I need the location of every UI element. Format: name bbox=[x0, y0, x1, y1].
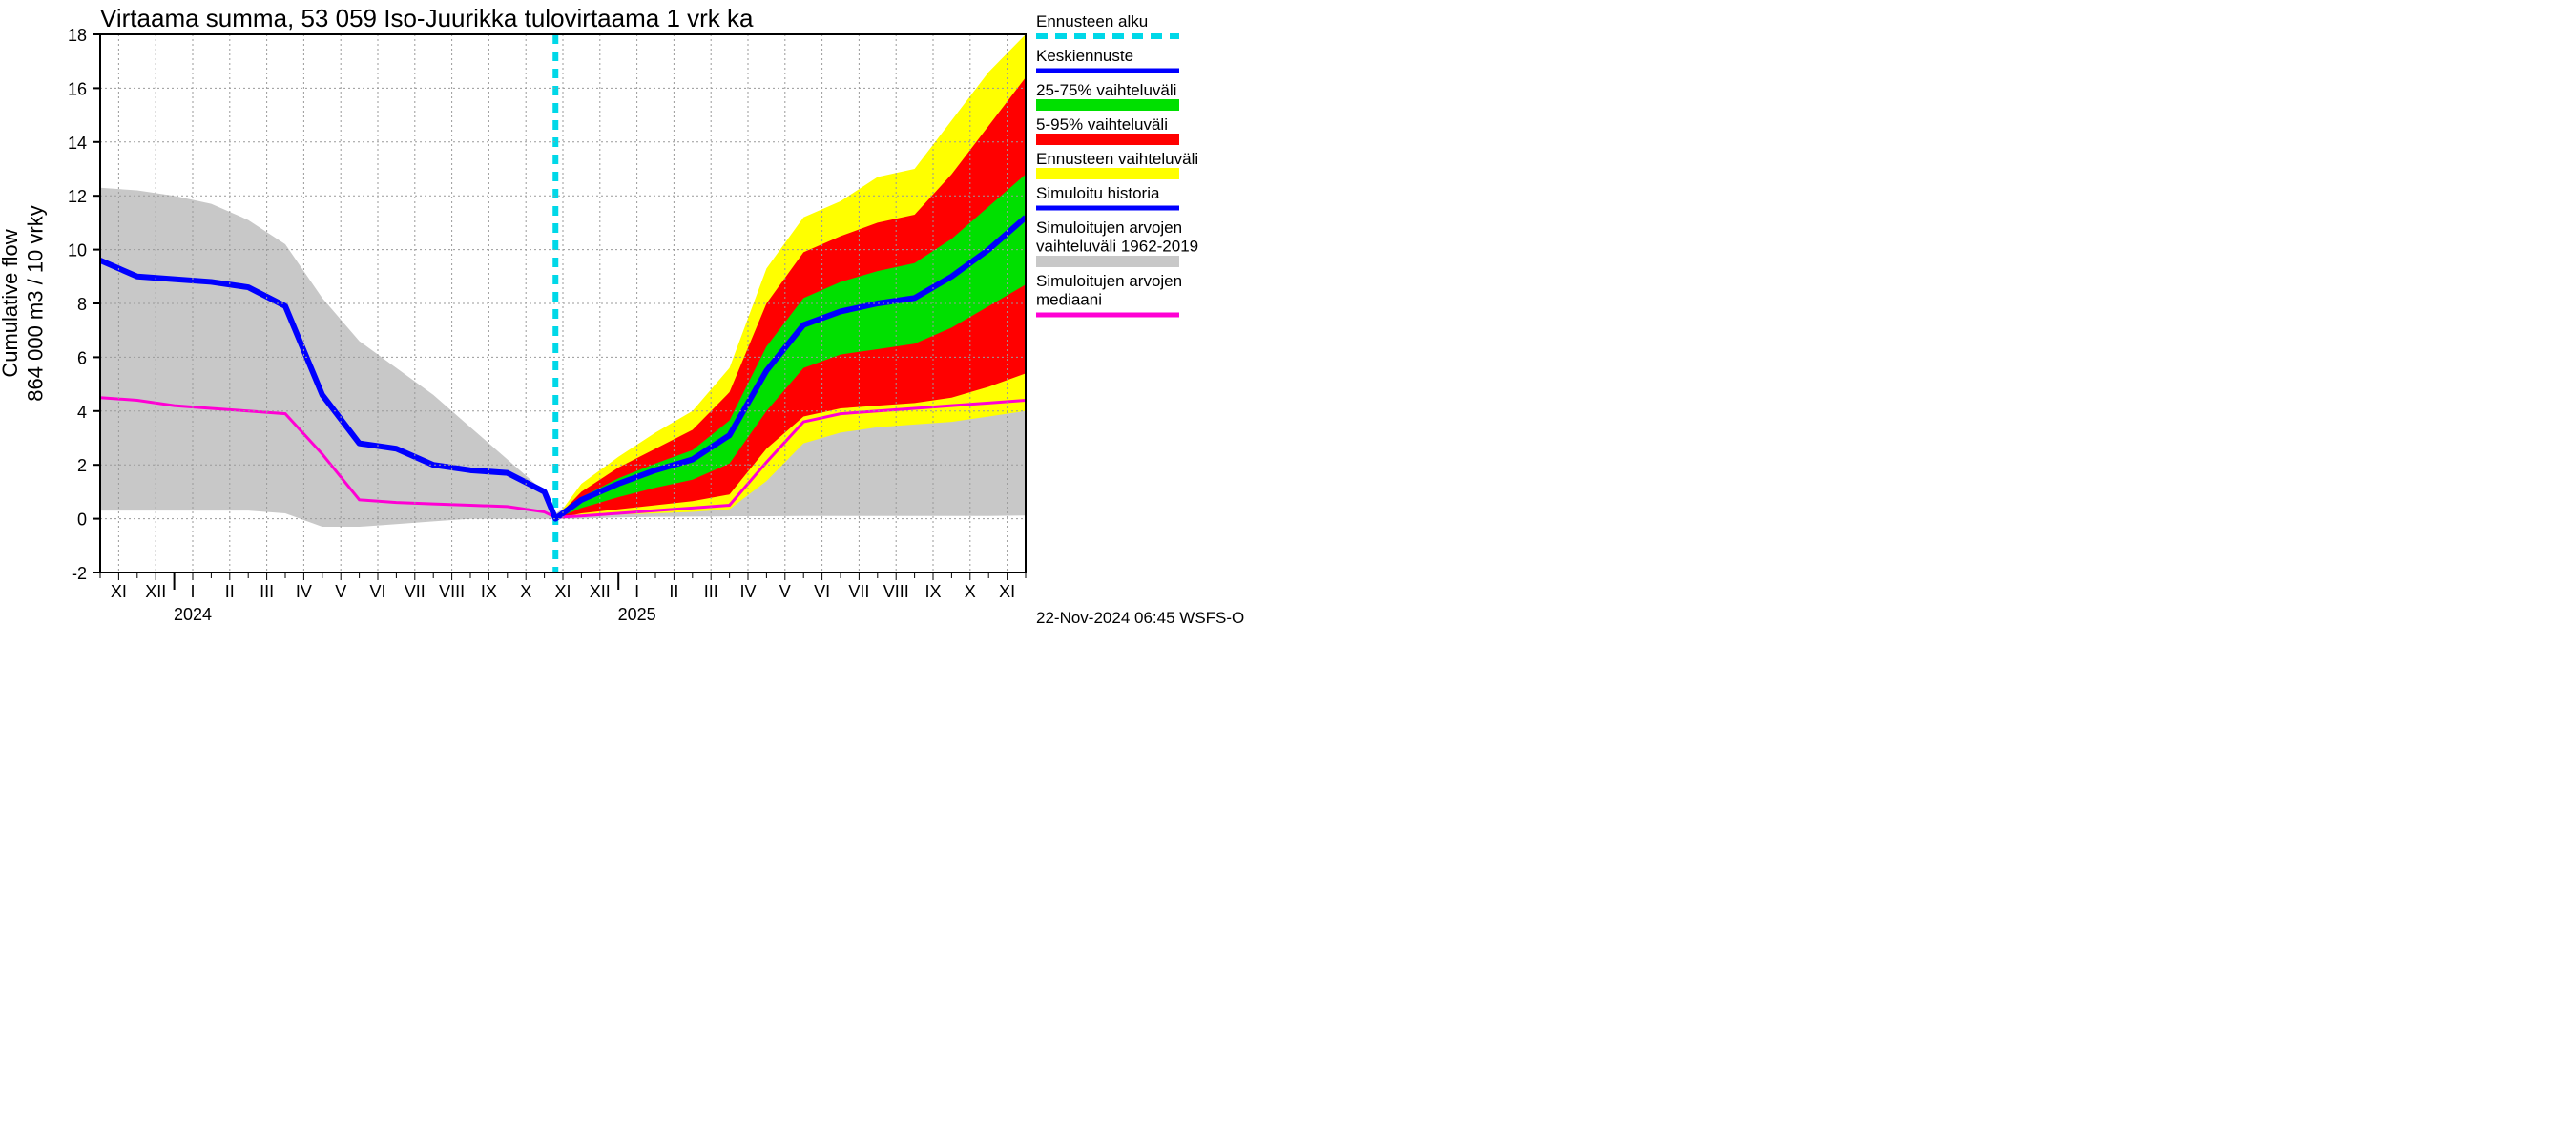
legend-label: 25-75% vaihteluväli bbox=[1036, 81, 1176, 99]
x-tick-label: IV bbox=[739, 582, 756, 601]
x-tick-label: VI bbox=[369, 582, 385, 601]
legend-label: 5-95% vaihteluväli bbox=[1036, 115, 1168, 134]
legend-item: Ennusteen vaihteluväli bbox=[1036, 150, 1198, 179]
x-tick-label: III bbox=[704, 582, 718, 601]
legend-label: Ennusteen vaihteluväli bbox=[1036, 150, 1198, 168]
y-tick-label: 16 bbox=[68, 79, 87, 98]
legend-label: Keskiennuste bbox=[1036, 47, 1133, 65]
y-axis-label: Cumulative flow864 000 m3 / 10 vrky bbox=[0, 205, 47, 401]
x-tick-label: IX bbox=[481, 582, 497, 601]
x-tick-label: VIII bbox=[883, 582, 909, 601]
x-tick-label: VI bbox=[814, 582, 830, 601]
chart-svg: -2024681012141618XIXIIIIIIIIIVVVIVIIVIII… bbox=[0, 0, 1431, 636]
footer-timestamp: 22-Nov-2024 06:45 WSFS-O bbox=[1036, 609, 1244, 627]
y-tick-label: 0 bbox=[77, 510, 87, 530]
x-tick-label: VII bbox=[405, 582, 426, 601]
x-tick-label: XII bbox=[145, 582, 166, 601]
x-tick-label: X bbox=[965, 582, 976, 601]
year-label: 2025 bbox=[618, 605, 656, 624]
x-tick-label: IX bbox=[924, 582, 941, 601]
x-tick-label: II bbox=[225, 582, 235, 601]
x-tick-label: XI bbox=[999, 582, 1015, 601]
y-tick-label: 2 bbox=[77, 456, 87, 475]
legend-item: 25-75% vaihteluväli bbox=[1036, 81, 1179, 111]
chart-title: Virtaama summa, 53 059 Iso-Juurikka tulo… bbox=[100, 4, 754, 32]
x-tick-label: V bbox=[335, 582, 346, 601]
year-label: 2024 bbox=[174, 605, 212, 624]
x-tick-label: XI bbox=[554, 582, 571, 601]
y-tick-label: 10 bbox=[68, 241, 87, 260]
x-tick-label: VII bbox=[848, 582, 869, 601]
legend-label: Simuloitujen arvojenvaihteluväli 1962-20… bbox=[1036, 219, 1198, 256]
x-tick-label: V bbox=[779, 582, 791, 601]
legend-item: Simuloitujen arvojenvaihteluväli 1962-20… bbox=[1036, 219, 1198, 267]
y-tick-label: -2 bbox=[72, 564, 87, 583]
x-tick-label: X bbox=[520, 582, 531, 601]
x-tick-label: I bbox=[190, 582, 195, 601]
y-tick-label: 4 bbox=[77, 403, 87, 422]
y-tick-label: 6 bbox=[77, 348, 87, 367]
x-tick-label: XI bbox=[111, 582, 127, 601]
legend-item: 5-95% vaihteluväli bbox=[1036, 115, 1179, 145]
x-tick-label: II bbox=[669, 582, 678, 601]
y-tick-label: 8 bbox=[77, 295, 87, 314]
x-tick-label: VIII bbox=[439, 582, 465, 601]
x-tick-label: III bbox=[260, 582, 274, 601]
y-tick-label: 14 bbox=[68, 134, 87, 153]
chart-container: -2024681012141618XIXIIIIIIIIIVVVIVIIVIII… bbox=[0, 0, 1431, 636]
y-tick-label: 18 bbox=[68, 26, 87, 45]
y-tick-label: 12 bbox=[68, 187, 87, 206]
x-tick-label: I bbox=[634, 582, 639, 601]
legend-label: Simuloitu historia bbox=[1036, 184, 1160, 202]
x-tick-label: XII bbox=[590, 582, 611, 601]
x-tick-label: IV bbox=[296, 582, 312, 601]
legend-label: Ennusteen alku bbox=[1036, 12, 1148, 31]
